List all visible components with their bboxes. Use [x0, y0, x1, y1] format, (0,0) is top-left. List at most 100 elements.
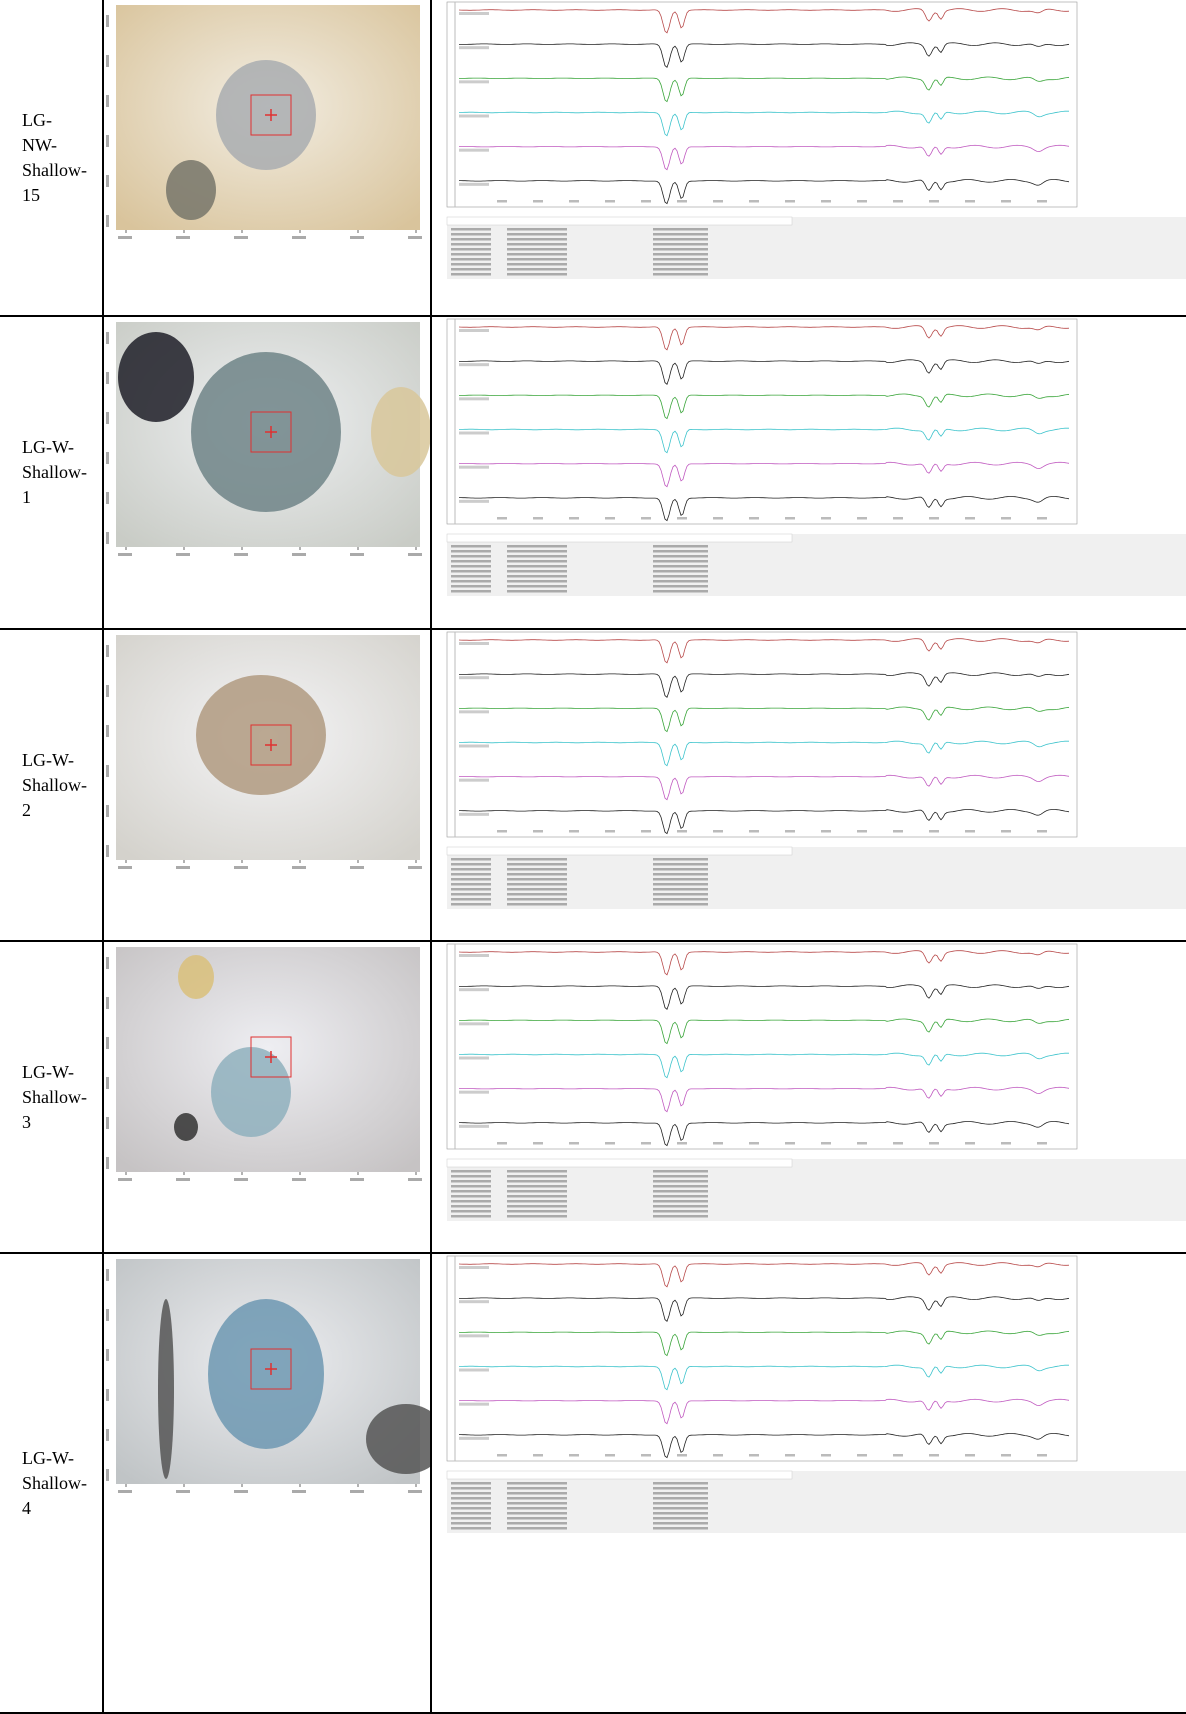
x-tick-text	[1037, 830, 1047, 833]
match-row-text	[507, 1502, 567, 1505]
aperture	[250, 94, 292, 136]
match-row-text	[507, 898, 567, 901]
label-line: Shallow-	[22, 159, 87, 180]
match-row-text	[451, 248, 491, 251]
axis-text	[106, 175, 109, 187]
match-row-text	[507, 238, 567, 241]
x-tick-text	[1001, 830, 1011, 833]
match-row-text	[451, 1185, 491, 1188]
micrograph-cell	[104, 942, 432, 1252]
match-row-text	[451, 550, 491, 553]
trace-caption	[459, 988, 489, 992]
x-tick-text	[857, 1454, 867, 1457]
match-row-text	[653, 878, 708, 881]
x-tick-text	[749, 1454, 759, 1457]
spectrum-trace	[458, 706, 1070, 733]
label-line: 1	[22, 487, 31, 507]
match-row-text	[507, 1482, 567, 1485]
spectrum-trace	[459, 42, 1070, 68]
match-row-text	[451, 1210, 491, 1213]
micrograph-cell	[104, 0, 432, 315]
match-row-text	[507, 565, 567, 568]
match-row-text	[507, 258, 567, 261]
spectrum-trace	[458, 1398, 1070, 1425]
spectra-cell	[432, 942, 1186, 1252]
match-row-text	[451, 1200, 491, 1203]
axis-text	[408, 866, 422, 869]
axis-text	[118, 1178, 132, 1181]
spectrum-trace	[458, 1018, 1070, 1045]
x-tick-text	[1001, 1454, 1011, 1457]
match-row-text	[507, 1512, 567, 1515]
axis-text	[176, 1490, 190, 1493]
label-line: LG-W-	[22, 1447, 74, 1468]
axis-text	[106, 135, 109, 147]
x-tick-text	[821, 830, 831, 833]
match-row-text	[507, 1200, 567, 1203]
sample-label: LG-W- Shallow- 2	[0, 630, 104, 940]
match-row-text	[653, 1215, 708, 1218]
x-tick-text	[1001, 1142, 1011, 1145]
x-tick-text	[857, 200, 867, 203]
match-row-text	[507, 1487, 567, 1490]
match-row-text	[451, 1487, 491, 1490]
match-row-text	[653, 550, 708, 553]
trace-caption	[459, 1436, 489, 1440]
micrograph	[106, 1259, 430, 1493]
axis-text	[106, 1077, 109, 1089]
trace-caption	[459, 431, 489, 435]
match-row-text	[653, 1190, 708, 1193]
particle	[158, 1299, 174, 1479]
match-table-header	[446, 1470, 793, 1480]
spectrum-trace	[458, 1330, 1070, 1357]
particle	[211, 1047, 291, 1137]
trace-caption	[459, 744, 489, 748]
match-row-text	[451, 1175, 491, 1178]
particle	[166, 160, 216, 220]
micrograph-cell	[104, 630, 432, 940]
match-row-text	[507, 1205, 567, 1208]
match-row-text	[653, 868, 708, 871]
match-row-text	[451, 1170, 491, 1173]
x-tick-text	[893, 1454, 903, 1457]
match-table	[447, 1159, 1186, 1221]
match-row-text	[451, 585, 491, 588]
spectra-cell	[432, 630, 1186, 940]
axis-text	[118, 236, 132, 239]
label-line: 15	[22, 184, 40, 205]
x-tick-text	[857, 517, 867, 520]
match-row-text	[451, 1195, 491, 1198]
axis-text	[106, 55, 109, 67]
match-row-text	[507, 1492, 567, 1495]
match-row-text	[653, 1210, 708, 1213]
x-tick-text	[641, 200, 651, 203]
trace-caption	[459, 465, 489, 469]
sample-label: LG-W- Shallow- 1	[0, 317, 104, 628]
crosshair	[265, 426, 277, 438]
x-tick-text	[929, 830, 939, 833]
match-row-text	[507, 560, 567, 563]
axis-text	[106, 725, 109, 737]
match-row-text	[653, 228, 708, 231]
x-tick-text	[821, 517, 831, 520]
match-row-text	[653, 555, 708, 558]
x-tick-text	[1001, 517, 1011, 520]
crosshair	[265, 109, 277, 121]
micrograph	[106, 635, 422, 869]
aperture	[250, 411, 292, 453]
match-row-text	[653, 1180, 708, 1183]
trace-caption	[459, 397, 489, 401]
match-row-text	[507, 545, 567, 548]
match-row-text	[451, 263, 491, 266]
aperture	[250, 724, 292, 766]
x-tick-text	[713, 517, 723, 520]
match-row-text	[507, 1195, 567, 1198]
match-row-text	[653, 263, 708, 266]
match-row-text	[451, 893, 491, 896]
micrograph	[106, 322, 430, 556]
axis-text	[292, 236, 306, 239]
match-row-text	[451, 873, 491, 876]
trace-caption	[459, 1090, 489, 1094]
match-row-text	[451, 888, 491, 891]
